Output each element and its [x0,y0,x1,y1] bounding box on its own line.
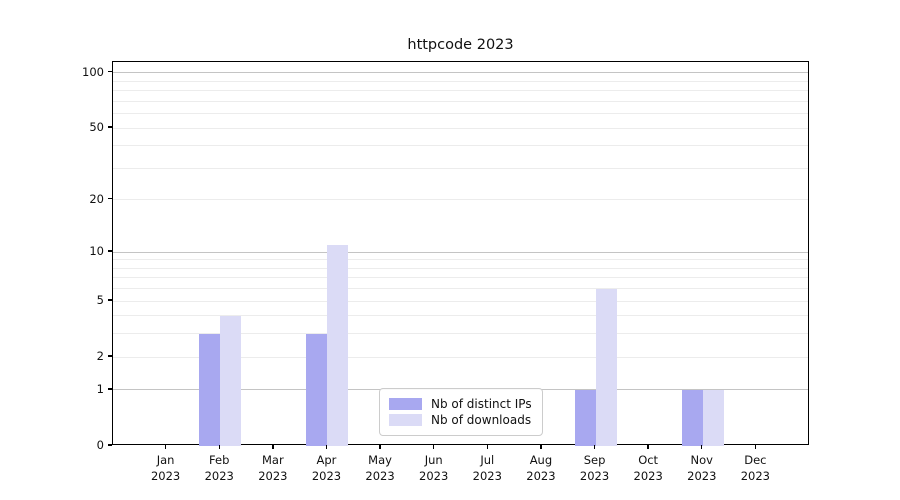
y-tick-mark-100 [108,71,112,73]
y-tick-mark-0 [108,444,112,446]
y-tick-label-10: 10 [89,244,104,259]
x-tick-label-oct: Oct 2023 [633,453,663,483]
x-tick-label-feb: Feb 2023 [204,453,234,483]
gridline-minor-7 [113,277,808,279]
gridline-minor-40 [113,145,808,147]
gridline-minor-70 [113,100,808,102]
gridline-minor-6 [113,288,808,290]
legend-swatch-icon [389,398,422,410]
y-tick-mark-10 [108,250,112,252]
y-tick-label-20: 20 [89,191,104,206]
bar-ips-apr [306,333,328,446]
x-tick-mark-mar [272,445,274,449]
bar-ips-sep [574,389,596,446]
plot-area [112,61,809,446]
y-tick-label-50: 50 [89,120,104,135]
x-tick-label-may: May 2023 [365,453,395,483]
y-tick-mark-50 [108,126,112,128]
x-tick-mark-sep [593,445,596,449]
gridline-minor-50 [113,127,808,129]
x-tick-mark-jan [164,445,167,449]
x-tick-label-jul: Jul 2023 [472,453,502,483]
bar-downloads-nov [702,389,724,446]
gridline-minor-5 [113,300,808,302]
gridline-major-100 [113,72,808,74]
y-tick-label-5: 5 [96,293,104,308]
chart-title: httpcode 2023 [407,37,514,53]
y-tick-mark-20 [108,198,112,200]
bar-downloads-feb [220,315,242,446]
gridline-minor-60 [113,113,808,115]
y-tick-mark-1 [108,388,112,390]
x-tick-mark-apr [325,445,328,449]
x-tick-mark-dec [754,445,757,449]
gridline-minor-80 [113,90,808,92]
x-tick-label-mar: Mar 2023 [258,453,288,483]
y-tick-label-0: 0 [96,438,104,452]
x-tick-mark-nov [701,445,703,449]
x-tick-label-aug: Aug 2023 [526,453,556,483]
x-tick-mark-jul [486,445,488,449]
gridline-minor-2 [113,356,808,358]
gridline-minor-90 [113,80,808,82]
x-tick-label-jun: Jun 2023 [419,453,449,483]
x-tick-label-apr: Apr 2023 [311,453,342,483]
bar-ips-feb [199,333,221,446]
x-tick-label-nov: Nov 2023 [687,453,717,483]
legend-swatch-icon [389,414,422,426]
bar-downloads-sep [595,288,617,446]
legend-label: Nb of distinct IPs [431,397,532,411]
legend-item: Nb of distinct IPs [389,396,532,412]
legend-label: Nb of downloads [431,413,532,427]
bar-downloads-apr [327,245,349,446]
y-tick-label-1: 1 [96,381,104,396]
legend: Nb of distinct IPs Nb of downloads [379,388,543,436]
x-tick-mark-feb [218,445,220,449]
gridline-minor-4 [113,315,808,317]
gridline-major-10 [113,251,808,253]
x-tick-mark-oct [647,445,649,449]
x-tick-mark-jun [432,445,435,449]
y-tick-mark-2 [108,355,112,357]
x-tick-label-dec: Dec 2023 [740,453,771,483]
gridline-minor-8 [113,267,808,269]
y-tick-label-100: 100 [82,64,104,79]
x-tick-label-jan: Jan 2023 [150,453,181,483]
bar-ips-nov [681,389,703,446]
y-tick-mark-5 [108,299,112,301]
x-tick-mark-aug [540,445,542,449]
y-tick-label-2: 2 [96,349,104,364]
gridline-minor-9 [113,259,808,261]
gridline-minor-20 [113,199,808,201]
gridline-minor-30 [113,167,808,169]
gridline-minor-3 [113,333,808,335]
legend-item: Nb of downloads [389,412,532,428]
x-tick-label-sep: Sep 2023 [579,453,610,483]
x-tick-mark-may [379,445,381,449]
